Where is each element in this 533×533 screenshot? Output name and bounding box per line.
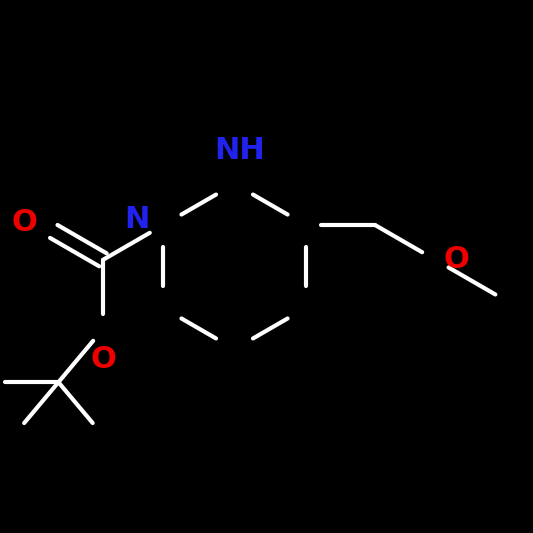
Text: O: O xyxy=(90,345,116,374)
Text: N: N xyxy=(124,205,150,235)
Text: O: O xyxy=(12,208,38,237)
Text: NH: NH xyxy=(214,136,265,165)
Text: O: O xyxy=(443,245,469,274)
